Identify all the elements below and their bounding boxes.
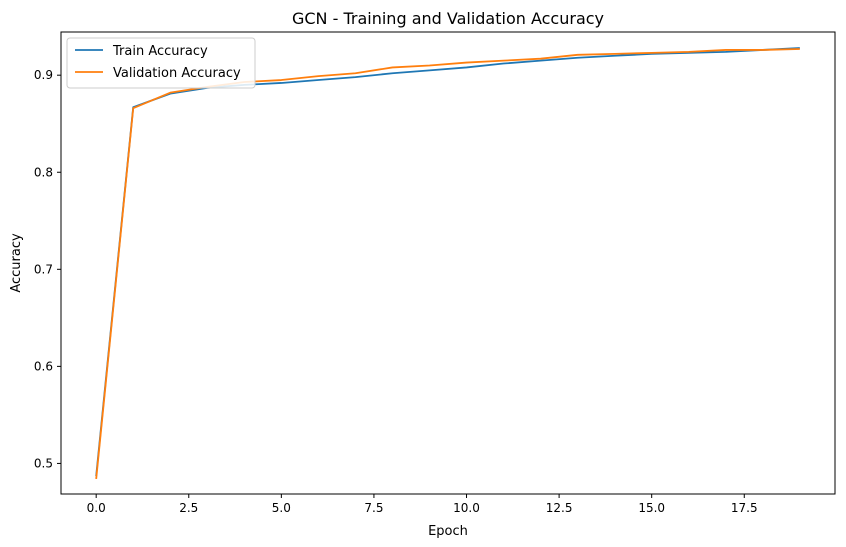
x-axis-label: Epoch [428,524,468,539]
x-tick-label: 12.5 [546,501,573,515]
y-tick-label: 0.6 [34,359,53,373]
x-tick-label: 2.5 [179,501,198,515]
y-axis-label: Accuracy [9,233,24,293]
x-tick-label: 0.0 [87,501,106,515]
y-tick-label: 0.5 [34,456,53,470]
x-tick-label: 5.0 [272,501,291,515]
legend-box [66,37,256,89]
legend: Train Accuracy Validation Accuracy [66,37,256,89]
chart-title: GCN - Training and Validation Accuracy [292,9,604,28]
x-tick-label: 15.0 [638,501,665,515]
y-tick-label: 0.8 [34,165,53,179]
legend-entry-validation: Validation Accuracy [113,66,241,81]
x-tick-label: 10.0 [453,501,480,515]
plot-frame [60,31,836,495]
x-tick-label: 17.5 [731,501,758,515]
legend-entry-train: Train Accuracy [112,44,208,59]
x-tick-label: 7.5 [364,501,383,515]
series-line-train-accuracy [95,47,800,477]
y-tick-label: 0.7 [34,262,53,276]
y-tick-label: 0.9 [34,68,53,82]
series-line-validation-accuracy [95,48,800,480]
x-axis: 0.0 2.5 5.0 7.5 10.0 12.5 15.0 17.5 [87,494,758,515]
series-lines [95,47,800,480]
y-axis: 0.5 0.6 0.7 0.8 0.9 [34,68,61,470]
